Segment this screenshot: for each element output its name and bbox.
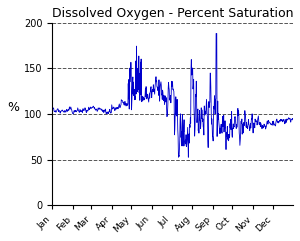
Title: Dissolved Oxygen - Percent Saturation: Dissolved Oxygen - Percent Saturation: [52, 7, 293, 20]
Y-axis label: %: %: [7, 101, 19, 114]
